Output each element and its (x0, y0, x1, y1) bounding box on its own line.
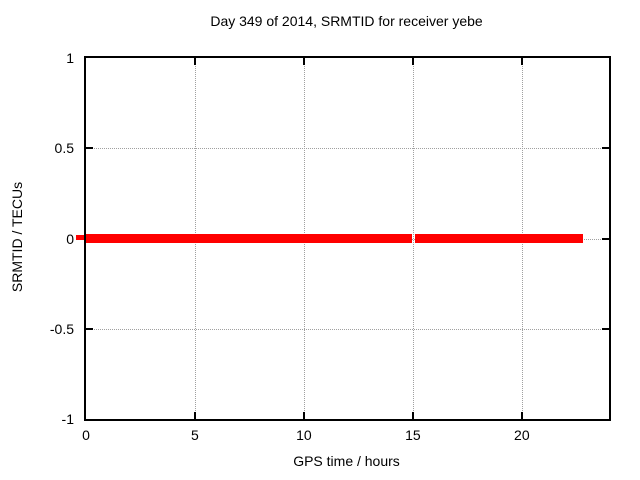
x-tick-label: 0 (82, 427, 90, 443)
x-tick-mark-bottom (193, 412, 196, 419)
x-tick-label: 5 (191, 427, 199, 443)
x-tick-mark-top (193, 58, 196, 65)
x-tick-label: 10 (296, 427, 312, 443)
chart-title: Day 349 of 2014, SRMTID for receiver yeb… (210, 13, 483, 29)
y-tick-mark-left (86, 147, 93, 150)
y-tick-label: -0.5 (49, 320, 74, 337)
plot-area (84, 56, 611, 421)
x-tick-mark-top (411, 58, 414, 65)
y-tick-mark-right (602, 237, 609, 240)
y-tick-label: -1 (61, 411, 74, 427)
y-tick-label: 0 (66, 230, 74, 247)
y-tick-mark-left (86, 327, 93, 330)
y-tick-label: 0.5 (54, 140, 74, 157)
series-line-segment (415, 234, 583, 243)
y-gridline (86, 328, 609, 330)
x-tick-label: 20 (514, 427, 530, 443)
x-tick-mark-top (520, 58, 523, 65)
y-tick-label: 1 (66, 50, 74, 66)
x-tick-mark-bottom (302, 412, 305, 419)
x-tick-mark-bottom (411, 412, 414, 419)
zero-line-edge-dash (76, 235, 84, 240)
x-tick-mark-top (302, 58, 305, 65)
x-axis-label: GPS time / hours (293, 453, 400, 469)
y-tick-mark-right (602, 327, 609, 330)
series-line-segment (86, 234, 412, 243)
y-gridline (86, 148, 609, 150)
x-tick-mark-bottom (520, 412, 523, 419)
x-tick-label: 15 (405, 427, 421, 443)
y-tick-mark-right (602, 147, 609, 150)
